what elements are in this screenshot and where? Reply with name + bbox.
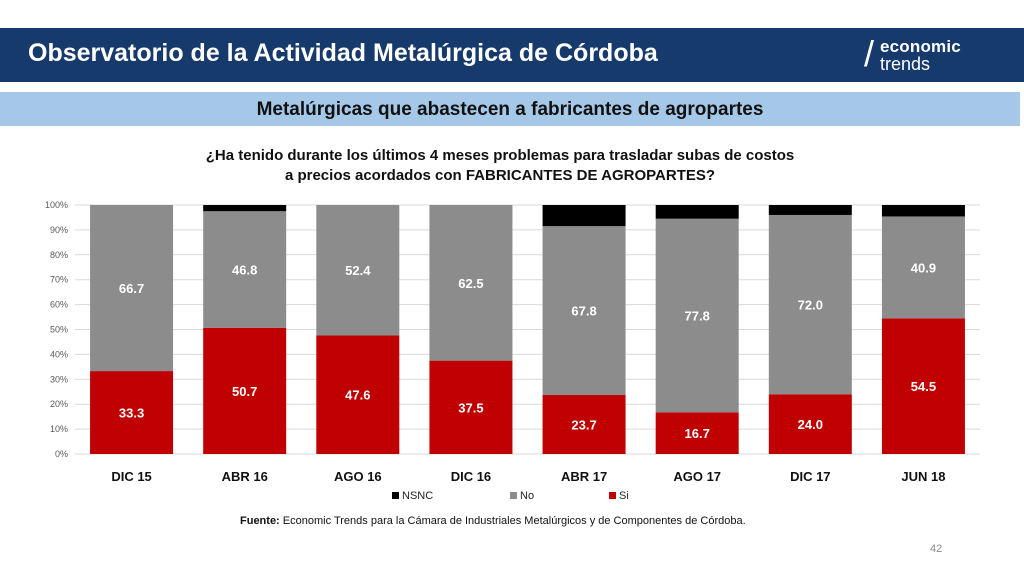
survey-question: ¿Ha tenido durante los últimos 4 meses p… (140, 146, 860, 186)
y-tick-label: 60% (50, 300, 68, 310)
data-label: 47.6 (345, 388, 370, 403)
bar-no (881, 216, 965, 319)
section-banner: Metalúrgicas que abastecen a fabricantes… (0, 92, 1020, 126)
data-label: 62.5 (458, 276, 483, 291)
y-tick-label: 70% (50, 275, 68, 285)
y-tick-label: 40% (50, 349, 68, 359)
legend-swatch-no (510, 492, 517, 499)
logo-line2: trends (880, 54, 931, 74)
bar-nsnc (768, 205, 852, 215)
data-label: 23.7 (571, 417, 596, 432)
bar-no (90, 205, 174, 372)
bar-nsnc (881, 205, 965, 217)
data-label: 24.0 (798, 417, 823, 432)
y-tick-label: 10% (50, 424, 68, 434)
logo-slash: / (864, 33, 875, 74)
bar-si (316, 335, 400, 454)
legend-label-si: Si (619, 490, 629, 502)
bar-si (203, 327, 287, 454)
y-tick-label: 100% (45, 200, 68, 210)
bar-nsnc (655, 205, 739, 219)
data-label: 52.4 (345, 263, 371, 278)
legend-label-nsnc: NSNC (402, 490, 433, 502)
y-tick-label: 0% (55, 449, 68, 459)
bar-si (429, 360, 513, 454)
y-tick-label: 20% (50, 399, 68, 409)
source-text: Economic Trends para la Cámara de Indust… (279, 515, 746, 527)
bar-nsnc (203, 205, 287, 212)
legend-label-no: No (520, 490, 534, 502)
x-tick-label: JUN 18 (901, 469, 945, 484)
bar-no (203, 211, 287, 328)
data-label: 54.5 (911, 379, 936, 394)
y-tick-label: 50% (50, 325, 68, 335)
bar-no (429, 205, 513, 361)
y-tick-label: 80% (50, 250, 68, 260)
survey-question-line1: ¿Ha tenido durante los últimos 4 meses p… (205, 147, 795, 164)
x-tick-label: ABR 17 (561, 469, 607, 484)
y-tick-label: 90% (50, 225, 68, 235)
bar-si (768, 394, 852, 454)
bar-nsnc (542, 205, 626, 227)
survey-question-line2: a precios acordados con FABRICANTES DE A… (284, 167, 716, 184)
x-tick-label: DIC 15 (111, 469, 151, 484)
source-note: Fuente: Economic Trends para la Cámara d… (240, 515, 746, 527)
x-tick-label: AGO 17 (673, 469, 721, 484)
data-label: 67.8 (571, 304, 596, 319)
bar-si (881, 318, 965, 454)
logo-line1: economic (880, 37, 961, 56)
data-label: 46.8 (232, 262, 257, 277)
data-label: 77.8 (685, 309, 710, 324)
bar-no (768, 214, 852, 395)
data-label: 37.5 (458, 400, 483, 415)
bar-si (90, 371, 174, 454)
page-title: Observatorio de la Actividad Metalúrgica… (28, 39, 658, 67)
data-label: 16.7 (685, 426, 710, 441)
section-title: Metalúrgicas que abastecen a fabricantes… (256, 99, 764, 120)
bar-no (542, 226, 626, 395)
x-tick-label: DIC 16 (451, 469, 491, 484)
data-label: 72.0 (798, 298, 823, 313)
header-bar: Observatorio de la Actividad Metalúrgica… (0, 28, 1024, 82)
source-label: Fuente: (240, 515, 280, 527)
x-tick-label: DIC 17 (790, 469, 830, 484)
data-label: 33.3 (119, 406, 144, 421)
legend-swatch-nsnc (392, 492, 399, 499)
bar-no (316, 205, 400, 336)
bar-si (542, 394, 626, 454)
bar-no (655, 218, 739, 413)
bar-si (655, 412, 739, 454)
data-label: 66.7 (119, 281, 144, 296)
economic-trends-logo: / economic trends (864, 36, 1004, 76)
page-number: 42 (930, 543, 943, 555)
x-tick-label: AGO 16 (334, 469, 382, 484)
data-label: 40.9 (911, 260, 936, 275)
y-tick-label: 30% (50, 374, 68, 384)
x-tick-label: ABR 16 (222, 469, 268, 484)
legend-swatch-si (609, 492, 616, 499)
data-label: 50.7 (232, 384, 257, 399)
